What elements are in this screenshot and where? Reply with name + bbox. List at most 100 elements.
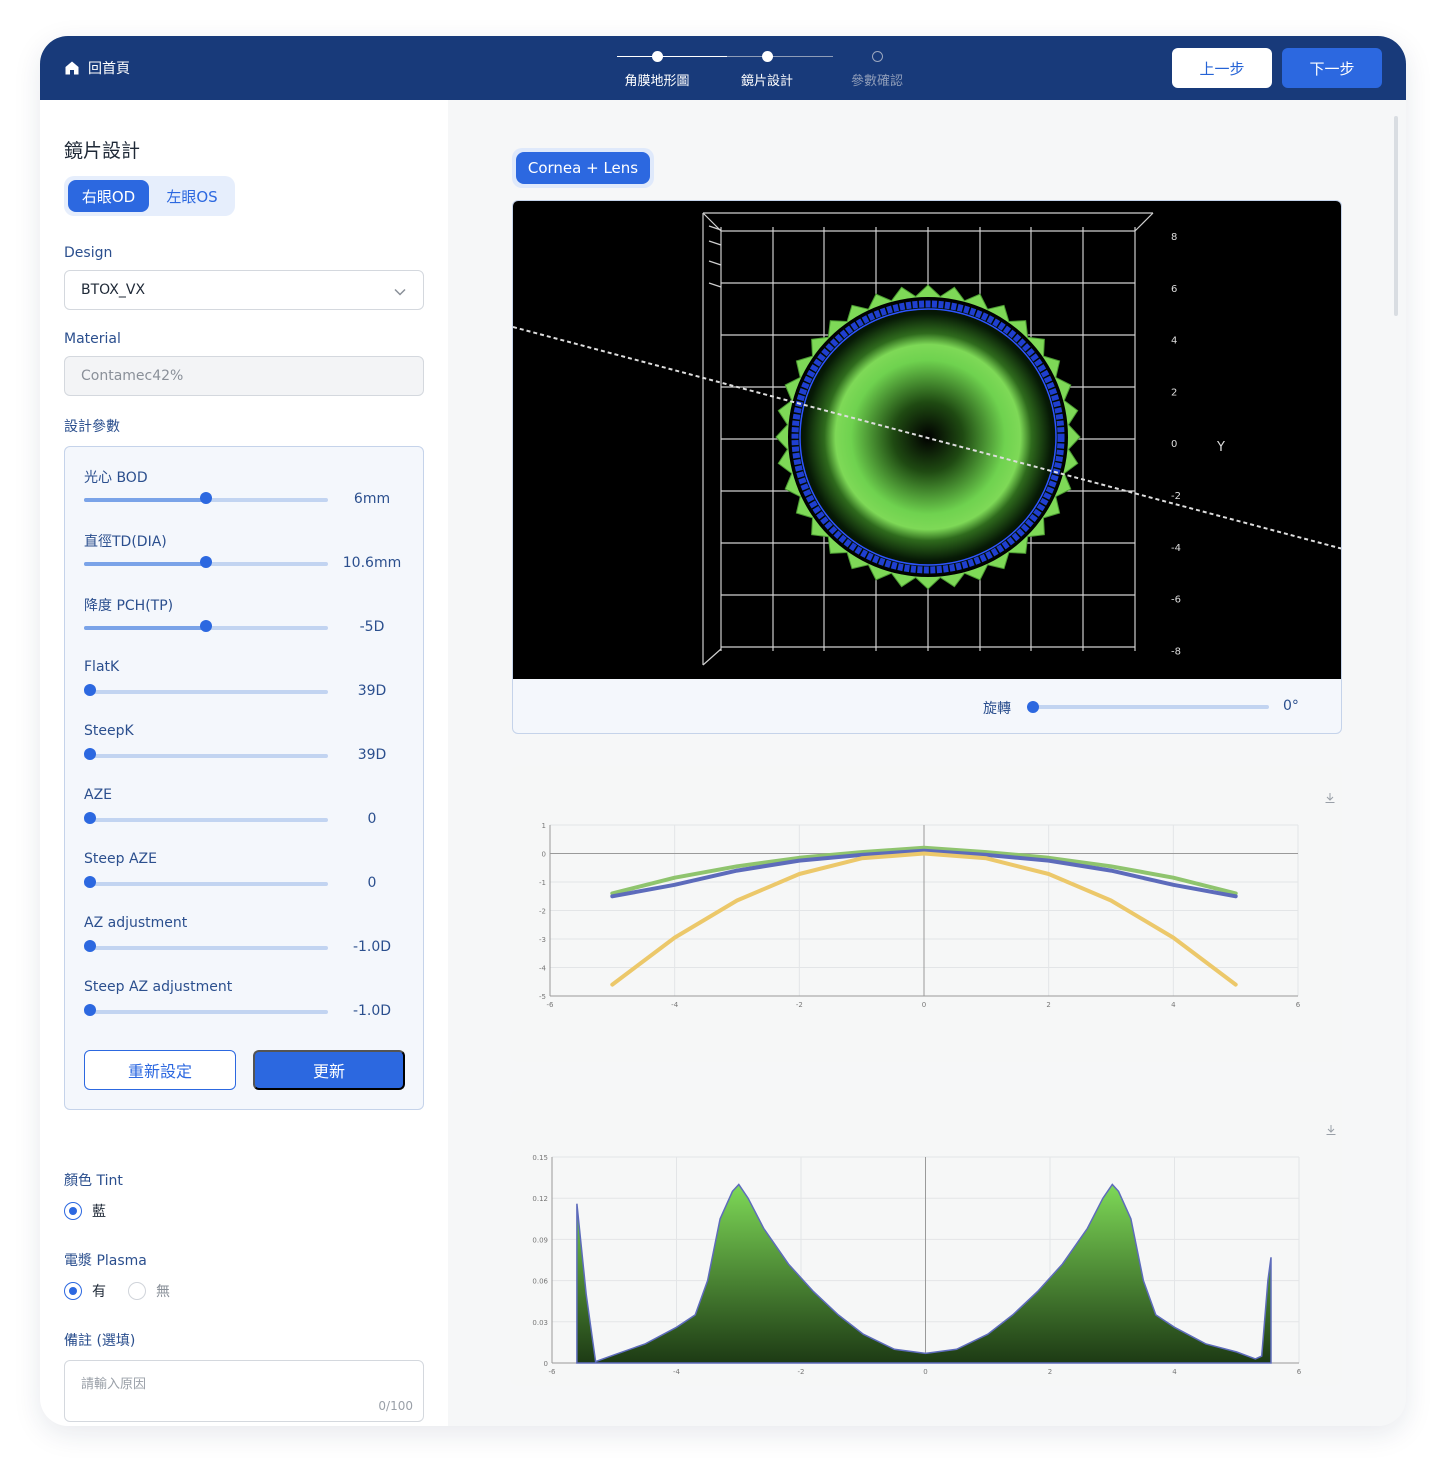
x-tick-label: -4 [671,1001,679,1009]
param-name: FlatK [84,659,120,675]
y-tick-label: 0.03 [532,1319,548,1327]
param-slider-thumb[interactable] [200,492,212,504]
param-slider[interactable] [84,946,328,950]
param-slider[interactable] [84,1010,328,1014]
param-slider-thumb[interactable] [84,748,96,760]
param-slider-fill [84,562,206,566]
section-line [513,326,1341,550]
y-tick-label: -6 [1171,595,1181,606]
param-slider-thumb[interactable] [84,940,96,952]
param-name: Steep AZ adjustment [84,979,233,995]
next-step-button[interactable]: 下一步 [1282,48,1382,88]
y-tick-label: -8 [1171,646,1181,657]
param-slider[interactable] [84,882,328,886]
params-label: 設計參數 [64,419,120,435]
x-tick-label: 0 [923,1368,927,1376]
y-tick-label: -4 [1171,543,1181,554]
x-tick-label: 2 [1048,1368,1052,1376]
param-slider-thumb[interactable] [84,876,96,888]
param-value: 0 [367,875,377,891]
y-tick-label: 0.12 [532,1195,548,1203]
y-tick-label: 0 [542,851,546,859]
x-tick-label: 2 [1046,1001,1050,1009]
param-slider[interactable] [84,818,328,822]
y-tick-label: 8 [1171,232,1177,243]
grid-line [702,648,722,666]
step-dot-3 [872,51,883,62]
param-row: FlatK 39D [65,659,423,723]
notes-placeholder: 請輸入原因 [81,1377,147,1392]
param-slider[interactable] [84,690,328,694]
step-connector [617,56,727,57]
step-label-3[interactable]: 參數確認 [850,74,904,89]
y-tick-label: 2 [1171,387,1177,398]
plasma-no-radio[interactable] [128,1282,146,1300]
plasma-yes-radio[interactable] [64,1282,82,1300]
grid-line [708,240,722,246]
y-tick-label: 0.09 [532,1236,548,1244]
x-tick-label: -2 [798,1368,805,1376]
tint-blue-label: 藍 [92,1204,106,1220]
param-value: 0 [367,811,377,827]
x-tick-label: 0 [922,1001,926,1009]
tab-left-eye[interactable]: 左眼OS [166,187,218,206]
panel-title: 鏡片設計 [64,140,141,162]
param-slider-thumb[interactable] [200,556,212,568]
param-value: -5D [359,619,385,635]
tint-blue-radio[interactable] [64,1202,82,1220]
grid-line [1134,212,1154,232]
home-link[interactable]: 回首頁 [64,58,130,78]
3d-lens-scene[interactable]: 8 6 4 2 0 -2 -4 -6 -8 Y [513,201,1342,679]
tab-right-eye[interactable]: 右眼OD [68,180,149,212]
previous-step-button[interactable]: 上一步 [1172,48,1272,88]
tint-label: 顏色 Tint [64,1173,123,1189]
param-name: Steep AZE [84,851,157,867]
notes-textarea[interactable]: 請輸入原因 0/100 [64,1360,424,1422]
download-icon[interactable] [1325,1124,1337,1136]
step-connector [727,56,833,57]
param-name: 光心 BOD [84,470,148,486]
y-tick-label: 1 [542,822,546,830]
stepper: 角膜地形圖 鏡片設計 參數確認 [580,50,903,90]
param-slider-thumb[interactable] [84,812,96,824]
grid-line [708,225,722,231]
x-tick-label: 6 [1296,1001,1301,1009]
design-panel: 鏡片設計 右眼OD 左眼OS Design BTOX_VX Material C… [40,100,448,1426]
design-label: Design [64,245,113,261]
param-value: 39D [357,747,387,763]
y-tick-label: -1 [539,879,546,887]
rotate-slider[interactable] [1033,705,1269,709]
param-slider[interactable] [84,754,328,758]
download-icon[interactable] [1324,792,1336,804]
param-row: AZ adjustment -1.0D [65,915,423,979]
app-window: 回首頁 角膜地形圖 鏡片設計 參數確認 上一步 下一步 鏡片設計 右眼OD 左眼… [40,36,1406,1426]
step-label-1[interactable]: 角膜地形圖 [624,74,690,89]
notes-char-count: 0/100 [378,1399,413,1413]
step-label-2[interactable]: 鏡片設計 [740,74,794,89]
x-tick-label: 6 [1297,1368,1302,1376]
param-name: AZE [84,787,113,803]
x-tick-label: 4 [1172,1368,1177,1376]
update-button[interactable]: 更新 [253,1050,405,1090]
scrollbar[interactable] [1394,116,1398,316]
design-params-box: 重新設定 更新 光心 BOD 6mm 直徑TD(DIA) 10.6mm 降度 PCH(T… [64,446,424,1110]
rotate-slider-thumb[interactable] [1027,701,1039,713]
top-bar: 回首頁 角膜地形圖 鏡片設計 參數確認 上一步 下一步 [40,36,1406,100]
tab-cornea-lens[interactable]: Cornea + Lens [516,152,650,184]
param-slider-thumb[interactable] [84,1004,96,1016]
design-select[interactable]: BTOX_VX [64,270,424,310]
param-slider-thumb[interactable] [84,684,96,696]
plasma-yes-label: 有 [92,1284,106,1300]
reset-button[interactable]: 重新設定 [84,1050,236,1090]
view-tabs: Cornea + Lens [512,148,654,188]
profile-chart-card: -6 -4 -2 0 2 4 6 1 0 -1 -2 -3 -4 -5 [510,766,1342,1062]
param-name: 降度 PCH(TP) [84,598,174,614]
home-label: 回首頁 [88,61,130,77]
y-tick-label: -5 [539,993,546,1001]
param-slider-thumb[interactable] [200,620,212,632]
y-tick-label: 0.15 [532,1154,548,1162]
y-axis-label: Y [1216,440,1225,455]
param-slider-fill [84,498,206,502]
y-tick-label: 6 [1171,284,1177,295]
x-tick-label: -6 [549,1368,557,1376]
